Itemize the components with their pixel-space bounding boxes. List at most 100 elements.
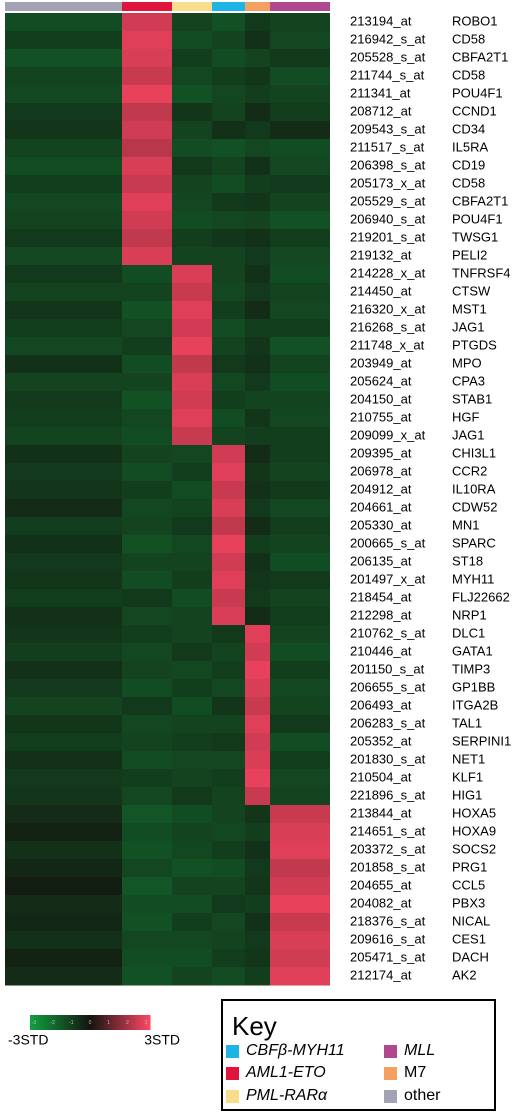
heatmap-cell <box>212 499 245 518</box>
heatmap-cell <box>212 607 245 626</box>
heatmap-cell <box>5 931 122 950</box>
heatmap-cell <box>270 607 330 626</box>
colorbar-tick-label: 2 <box>126 1020 129 1026</box>
heatmap-cell <box>212 157 245 176</box>
legend-swatch <box>384 1045 397 1058</box>
heatmap-cell <box>5 175 122 194</box>
colorbar-segment <box>140 1015 143 1030</box>
heatmap-cell <box>270 967 330 986</box>
probe-label: 204655_at <box>350 877 412 892</box>
heatmap-cell <box>245 121 270 140</box>
heatmap-cell <box>212 913 245 932</box>
heatmap-cell <box>172 463 212 482</box>
group-bar <box>270 2 330 11</box>
heatmap-cell <box>270 481 330 500</box>
probe-label: 206493_at <box>350 697 412 712</box>
heatmap-cell <box>5 49 122 68</box>
colorbar-segment <box>98 1015 101 1030</box>
heatmap-cell <box>5 499 122 518</box>
heatmap-cell <box>122 49 172 68</box>
colorbar-segment <box>130 1015 133 1030</box>
heatmap-cell <box>5 589 122 608</box>
probe-label: 214651_s_at <box>350 823 426 838</box>
heatmap-cell <box>122 337 172 356</box>
heatmap-cell <box>122 175 172 194</box>
heatmap-cell <box>245 931 270 950</box>
colorbar-segment <box>112 1015 115 1030</box>
probe-label: 204661_at <box>350 499 412 514</box>
gene-label: PRG1 <box>452 859 487 874</box>
heatmap-cell <box>5 535 122 554</box>
legend-swatch <box>226 1090 239 1103</box>
heatmap-cell <box>270 103 330 122</box>
heatmap-cell <box>245 913 270 932</box>
heatmap-cell <box>270 337 330 356</box>
heatmap-cell <box>245 769 270 788</box>
colorbar-segment <box>82 1015 85 1030</box>
heatmap-cell <box>172 337 212 356</box>
heatmap-cell <box>212 859 245 878</box>
heatmap-cell <box>270 715 330 734</box>
colorbar-segment <box>74 1015 77 1030</box>
heatmap-cell <box>245 859 270 878</box>
gene-label: PTGDS <box>452 337 497 352</box>
heatmap-cell <box>245 805 270 824</box>
heatmap-cell <box>212 661 245 680</box>
heatmap-cell <box>172 733 212 752</box>
heatmap-cell <box>5 823 122 842</box>
heatmap-cell <box>245 391 270 410</box>
gene-label: NICAL <box>452 913 490 928</box>
heatmap-cell <box>270 949 330 968</box>
probe-label: 208712_at <box>350 103 412 118</box>
probe-label: 204082_at <box>350 895 412 910</box>
heatmap-cell <box>212 589 245 608</box>
heatmap-cell <box>122 85 172 104</box>
colorbar-segment <box>108 1015 111 1030</box>
heatmap-cell <box>212 679 245 698</box>
heatmap-cell <box>5 751 122 770</box>
legend-title: Key <box>232 1011 277 1041</box>
heatmap-cell <box>172 67 212 86</box>
heatmap-cell <box>122 841 172 860</box>
probe-label: 212298_at <box>350 607 412 622</box>
gene-label: SERPINI1 <box>452 733 511 748</box>
heatmap-cell <box>245 175 270 194</box>
heatmap-cell <box>172 553 212 572</box>
heatmap-cell <box>270 67 330 86</box>
heatmap-cell <box>172 913 212 932</box>
heatmap-cell <box>122 445 172 464</box>
probe-label: 201497_x_at <box>350 571 426 586</box>
heatmap-cell <box>122 805 172 824</box>
heatmap-cell <box>212 409 245 428</box>
probe-label: 210755_at <box>350 409 412 424</box>
heatmap-cell <box>5 607 122 626</box>
probe-label: 214228_x_at <box>350 265 426 280</box>
heatmap-cell <box>172 751 212 770</box>
heatmap-cell <box>122 139 172 158</box>
probe-label: 209616_s_at <box>350 931 426 946</box>
heatmap-cell <box>172 499 212 518</box>
heatmap-cell <box>5 391 122 410</box>
heatmap-cell <box>5 31 122 50</box>
gene-label: TIMP3 <box>452 661 490 676</box>
probe-label: 206940_s_at <box>350 211 426 226</box>
legend-swatch <box>384 1090 397 1103</box>
heatmap-cell <box>172 823 212 842</box>
heatmap-cell <box>172 787 212 806</box>
heatmap-cell <box>5 769 122 788</box>
heatmap-cell <box>172 283 212 302</box>
colorbar-segment <box>116 1015 119 1030</box>
heatmap-cell <box>212 877 245 896</box>
colorbar-segment <box>44 1015 47 1030</box>
heatmap-cell <box>172 625 212 644</box>
heatmap-cell <box>270 13 330 32</box>
heatmap-cell <box>172 121 212 140</box>
heatmap-cell <box>270 931 330 950</box>
gene-label: ST18 <box>452 553 483 568</box>
heatmap-cell <box>172 301 212 320</box>
heatmap-cell <box>172 859 212 878</box>
heatmap-cell <box>245 949 270 968</box>
heatmap-cell <box>5 427 122 446</box>
heatmap-cell <box>245 589 270 608</box>
heatmap-cell <box>5 85 122 104</box>
